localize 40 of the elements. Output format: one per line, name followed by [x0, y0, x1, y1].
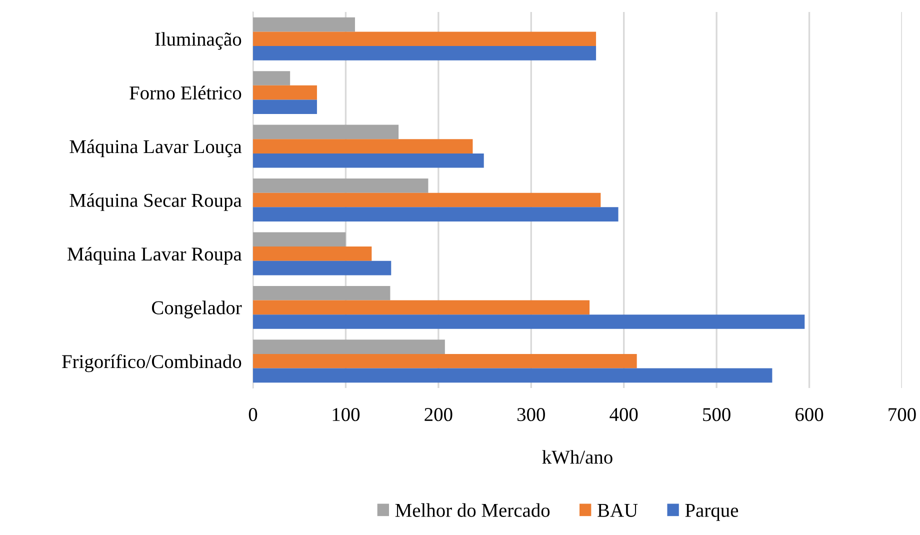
- x-tick-label: 300: [517, 408, 545, 422]
- bar: [253, 153, 484, 168]
- bar: [253, 300, 590, 315]
- bar: [253, 314, 805, 329]
- x-tick-label: 700: [888, 408, 916, 422]
- x-tick-label: 500: [703, 408, 730, 422]
- y-tick-label: Congelador: [152, 300, 242, 318]
- bar: [253, 85, 317, 100]
- y-tick-label: Iluminação: [155, 32, 242, 50]
- x-tick-label: 200: [424, 408, 452, 422]
- y-tick-label: Máquina Secar Roupa: [70, 193, 242, 211]
- bar: [253, 17, 355, 32]
- x-tick-label: 0: [248, 408, 258, 422]
- bar: [253, 124, 399, 140]
- bar: [253, 354, 637, 368]
- bar: [253, 71, 290, 86]
- bar: [253, 46, 596, 60]
- legend-label: Parque: [685, 504, 738, 521]
- x-tick-label: 400: [610, 408, 638, 422]
- y-tick-label: Máquina Lavar Louça: [70, 140, 242, 158]
- x-tick-label: 600: [796, 408, 824, 422]
- bar: [253, 260, 392, 276]
- bar: [253, 246, 372, 261]
- bar: [253, 207, 618, 222]
- bar: [253, 340, 445, 354]
- legend-label: Melhor do Mercado: [395, 503, 550, 517]
- y-tick-label: Frigorífico/Combinado: [62, 354, 242, 372]
- bar: [253, 286, 390, 300]
- bar: [253, 32, 596, 46]
- bar: [253, 192, 601, 208]
- bar: [253, 178, 428, 193]
- bar: [253, 139, 473, 154]
- bar: [253, 368, 772, 383]
- bar: [253, 232, 346, 247]
- x-axis-title: kWh/ano: [542, 450, 612, 464]
- x-tick-label: 100: [332, 408, 360, 422]
- y-tick-label: Máquina Lavar Roupa: [68, 246, 242, 265]
- bar: [253, 100, 317, 114]
- y-tick-label: Forno Elétrico: [130, 86, 242, 100]
- legend-label: BAU: [598, 504, 638, 517]
